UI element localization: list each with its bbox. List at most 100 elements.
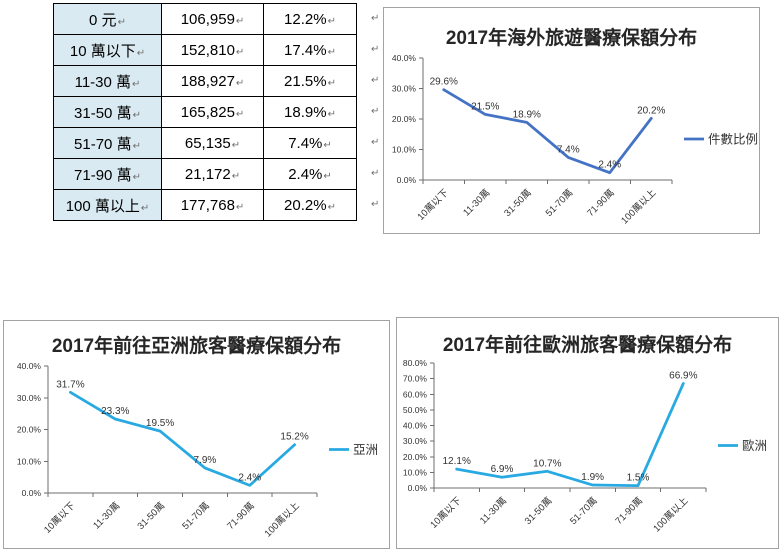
- y-axis-tick-label: 0.0%: [397, 175, 417, 185]
- row-end-paragraph-mark: ↵: [371, 44, 380, 55]
- x-axis-category-label: 31-50萬: [522, 495, 554, 527]
- cell-text: 51-70 萬: [74, 135, 132, 153]
- paragraph-mark: ↵: [327, 46, 336, 58]
- share-percent-cell[interactable]: 2.4%↵: [263, 158, 357, 190]
- data-label: 23.3%: [101, 406, 129, 417]
- data-label: 12.1%: [442, 456, 470, 467]
- cell-text: 2.4%: [288, 165, 323, 183]
- x-axis-category-label: 100萬以上: [262, 499, 302, 539]
- share-percent-cell[interactable]: 20.2%↵: [263, 189, 357, 221]
- data-label: 20.2%: [637, 105, 665, 116]
- case-count-cell[interactable]: 65,135↵: [161, 127, 264, 159]
- data-label: 2.4%: [238, 472, 261, 483]
- x-axis-category-label: 51-70萬: [543, 187, 575, 219]
- series-line: [442, 88, 653, 175]
- data-label: 19.5%: [146, 418, 174, 429]
- chart-canvas: 2017年海外旅遊醫療保額分布 0.0% 10.0% 20.0% 30.0% 40.0% 1…: [392, 26, 758, 226]
- data-label: 66.9%: [669, 370, 697, 381]
- cell-text: 7.4%: [288, 134, 323, 152]
- table-row: 0 元↵ 106,959↵ 12.2%↵: [53, 3, 357, 35]
- y-axis-tick-label: 10.0%: [403, 467, 428, 477]
- paragraph-mark: ↵: [323, 170, 332, 182]
- share-percent-cell[interactable]: 18.9%↵: [263, 96, 357, 128]
- table-row: 10 萬以下↵ 152,810↵ 17.4%↵: [53, 34, 357, 66]
- case-count-cell[interactable]: 188,927↵: [161, 65, 264, 97]
- chart-title: 2017年前往歐洲旅客醫療保額分布: [443, 333, 732, 356]
- share-percent-cell[interactable]: 12.2%↵: [263, 3, 357, 35]
- row-end-paragraph-mark: ↵: [371, 199, 380, 210]
- cell-text: 100 萬以上: [65, 197, 140, 215]
- cell-text: 165,825: [180, 103, 235, 121]
- chart-asia-medical-insurance[interactable]: 2017年前往亞洲旅客醫療保額分布 0.0% 10.0% 20.0% 30.0% 40.0…: [3, 320, 390, 549]
- legend-label: 亞洲: [353, 443, 378, 457]
- x-axis-category-label: 71-90萬: [224, 500, 256, 532]
- chart-title: 2017年海外旅遊醫療保額分布: [446, 26, 697, 49]
- case-count-cell[interactable]: 106,959↵: [161, 3, 264, 35]
- chart-overseas-medical-insurance[interactable]: 2017年海外旅遊醫療保額分布 0.0% 10.0% 20.0% 30.0% 40.0% 1…: [383, 7, 760, 234]
- x-axis-category-label: 11-30萬: [477, 495, 509, 527]
- x-axis-category-label: 51-70萬: [567, 495, 599, 527]
- y-axis-tick-label: 40.0%: [17, 361, 42, 371]
- cell-text: 188,927: [180, 72, 235, 90]
- table-row: 51-70 萬↵ 65,135↵ 7.4%↵: [53, 127, 357, 159]
- paragraph-mark: ↵: [231, 139, 241, 151]
- x-axis-category-label: 10萬以下: [415, 187, 451, 223]
- case-count-cell[interactable]: 177,768↵: [161, 189, 264, 221]
- amount-range-cell[interactable]: 100 萬以上↵: [53, 189, 162, 221]
- data-label: 21.5%: [471, 101, 499, 112]
- chart-canvas: 2017年前往歐洲旅客醫療保額分布 0.0% 10.0% 20.0% 30.0% 40.0…: [403, 333, 767, 534]
- y-axis-tick-label: 0.0%: [408, 483, 428, 493]
- data-label: 6.9%: [491, 464, 514, 475]
- amount-range-cell[interactable]: 51-70 萬↵: [53, 127, 162, 159]
- cell-text: 18.9%: [284, 103, 327, 121]
- y-axis-tick-label: 10.0%: [17, 456, 42, 466]
- cell-text: 21.5%: [284, 72, 327, 90]
- data-label: 7.9%: [194, 455, 217, 466]
- paragraph-mark: ↵: [327, 201, 336, 213]
- share-percent-cell[interactable]: 17.4%↵: [263, 34, 357, 66]
- case-count-cell[interactable]: 165,825↵: [161, 96, 264, 128]
- y-axis-tick-label: 30.0%: [403, 436, 428, 446]
- y-axis-tick-label: 0.0%: [22, 488, 42, 498]
- amount-range-cell[interactable]: 0 元↵: [53, 3, 162, 35]
- paragraph-mark: ↵: [140, 202, 150, 214]
- share-percent-cell[interactable]: 7.4%↵: [263, 127, 357, 159]
- insurance-table-body: 0 元↵ 106,959↵ 12.2%↵ 10 萬以下↵ 152,810↵ 17.4%↵ 1…: [53, 3, 357, 221]
- cell-text: 71-90 萬: [74, 166, 132, 184]
- cell-text: 21,172: [184, 165, 231, 183]
- table-row: 31-50 萬↵ 165,825↵ 18.9%↵: [53, 96, 357, 128]
- row-end-paragraph-mark: ↵: [371, 13, 380, 24]
- chart-title: 2017年前往亞洲旅客醫療保額分布: [52, 334, 341, 357]
- paragraph-mark: ↵: [136, 47, 146, 59]
- data-label: 10.7%: [533, 458, 561, 469]
- case-count-cell[interactable]: 21,172↵: [161, 158, 264, 190]
- cell-text: 10 萬以下: [69, 42, 136, 60]
- y-axis-tick-label: 70.0%: [403, 374, 428, 384]
- y-axis-tick-label: 20.0%: [392, 114, 417, 124]
- paragraph-mark: ↵: [327, 77, 336, 89]
- amount-range-cell[interactable]: 10 萬以下↵: [53, 34, 162, 66]
- paragraph-mark: ↵: [235, 15, 245, 27]
- series-line: [69, 390, 296, 487]
- amount-range-cell[interactable]: 71-90 萬↵: [53, 158, 162, 190]
- row-end-paragraph-mark: ↵: [371, 137, 380, 148]
- cell-text: 65,135: [184, 134, 231, 152]
- paragraph-mark: ↵: [327, 15, 336, 27]
- table-row: 71-90 萬↵ 21,172↵ 2.4%↵: [53, 158, 357, 190]
- paragraph-mark: ↵: [132, 140, 141, 152]
- chart-europe-medical-insurance[interactable]: 2017年前往歐洲旅客醫療保額分布 0.0% 10.0% 20.0% 30.0% 40.0…: [396, 317, 779, 549]
- insurance-amount-table: 0 元↵ 106,959↵ 12.2%↵ 10 萬以下↵ 152,810↵ 17.4%↵ 1…: [53, 3, 357, 221]
- amount-range-cell[interactable]: 31-50 萬↵: [53, 96, 162, 128]
- legend-label: 歐洲: [742, 438, 767, 453]
- case-count-cell[interactable]: 152,810↵: [161, 34, 264, 66]
- share-percent-cell[interactable]: 21.5%↵: [263, 65, 357, 97]
- cell-text: 17.4%: [284, 41, 327, 59]
- paragraph-mark: ↵: [117, 16, 126, 28]
- y-axis-tick-label: 60.0%: [403, 389, 428, 399]
- amount-range-cell[interactable]: 11-30 萬↵: [53, 65, 162, 97]
- row-end-paragraph-mark: ↵: [371, 106, 380, 117]
- y-axis-tick-label: 10.0%: [392, 145, 417, 155]
- row-end-paragraph-mark: ↵: [371, 168, 380, 179]
- paragraph-mark: ↵: [132, 171, 141, 183]
